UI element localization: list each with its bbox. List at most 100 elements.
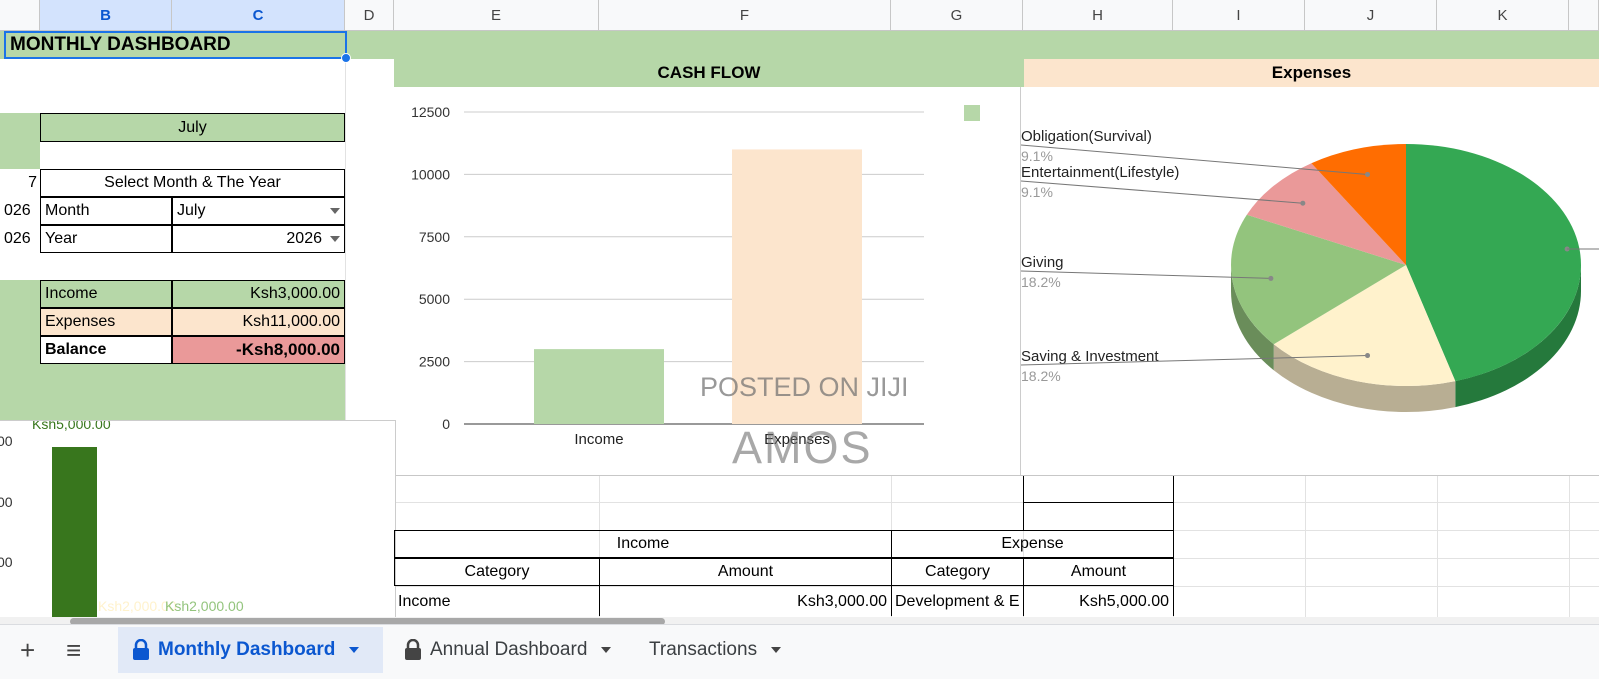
tab-label: Monthly Dashboard [158, 639, 336, 660]
pie-leader-line [1020, 180, 1303, 204]
expense-category-col[interactable]: Category [891, 558, 1024, 586]
income-amount-col[interactable]: Amount [599, 558, 892, 586]
pie-leader-line [1020, 270, 1271, 279]
tab-label: Annual Dashboard [430, 639, 588, 660]
sheet-tab-bar: + ≡ Monthly Dashboard Annual Dashboard T… [0, 624, 1599, 679]
cash-flow-chart-svg: 0 2500 5000 7500 10000 12500 Income Expenses [411, 104, 980, 448]
balance-label[interactable]: Balance [40, 336, 172, 364]
pie-leader-dot [1300, 200, 1306, 206]
income-row-amount[interactable]: Ksh3,000.00 [797, 593, 887, 610]
balance-value[interactable]: -Ksh8,000.00 [172, 336, 345, 364]
pie-slice-entertainment-lifestyle- [1246, 163, 1406, 265]
expenses-label[interactable]: Expenses [40, 308, 172, 336]
column-header-g[interactable]: G [891, 0, 1023, 31]
scrollbar-thumb[interactable] [70, 618, 665, 625]
column-header-h[interactable]: H [1023, 0, 1173, 31]
month-partial[interactable]: 026 [4, 202, 31, 219]
column-header-j[interactable]: J [1305, 0, 1437, 31]
chevron-down-icon [330, 208, 340, 214]
column-header-b[interactable]: B [40, 0, 172, 31]
pie-label: Giving [1021, 254, 1064, 271]
all-sheets-button[interactable]: ≡ [66, 634, 82, 665]
lock-icon [405, 639, 421, 660]
pie-slice-saving-investment [1273, 265, 1456, 386]
tab-annual-dashboard[interactable]: Annual Dashboard [390, 627, 625, 673]
pie-slice-obligation-survival- [1311, 144, 1406, 265]
income-label[interactable]: Income [40, 280, 172, 308]
column-header-k[interactable]: K [1437, 0, 1569, 31]
year-dropdown[interactable]: 2026 [172, 225, 345, 253]
income-row-category[interactable]: Income [398, 593, 451, 610]
chart-frame-bottom [394, 475, 1599, 476]
pie-percent: 9.1% [1021, 184, 1053, 200]
column-header-e[interactable]: E [394, 0, 599, 31]
expenses-pie-chart[interactable]: Obligation(Survival) 9.1% Entertainment(Li… [1020, 87, 1599, 476]
expenses-pie-svg: Obligation(Survival)9.1%Entertainment(Li… [1020, 128, 1599, 412]
y-tick-label: 00 [0, 433, 13, 449]
add-sheet-button[interactable]: + [20, 634, 36, 665]
bar-income [534, 349, 664, 424]
selection-handle[interactable] [341, 53, 351, 63]
y-tick-label: 7500 [419, 229, 450, 245]
pie-slice-development-education [1406, 144, 1581, 382]
bar-first [52, 447, 97, 617]
expenses-title: Expenses [1271, 63, 1352, 82]
table-box-top [1023, 476, 1174, 503]
expense-amount-col[interactable]: Amount [1023, 558, 1174, 586]
bar-data-label: Ksh5,000.00 [32, 421, 111, 432]
chevron-down-icon[interactable] [349, 647, 360, 653]
pie-percent: 18.2% [1021, 274, 1061, 290]
expense-row-amount[interactable]: Ksh5,000.00 [1079, 593, 1169, 610]
expense-row-category[interactable]: Development & E [895, 593, 1020, 610]
expenses-value[interactable]: Ksh11,000.00 [172, 308, 345, 336]
month-dropdown[interactable]: July [172, 197, 345, 225]
column-header-c[interactable]: C [172, 0, 345, 31]
pie-label: Entertainment(Lifestyle) [1021, 164, 1179, 181]
year-partial[interactable]: 026 [4, 230, 31, 247]
income-category-col[interactable]: Category [394, 558, 600, 586]
bar-expenses [732, 149, 862, 424]
month-dropdown-value: July [177, 202, 206, 219]
pie-leader-dot [1268, 275, 1274, 281]
dashboard-title[interactable]: MONTHLY DASHBOARD [4, 31, 347, 59]
chevron-down-icon [330, 236, 340, 242]
y-tick-label: 5000 [419, 291, 450, 307]
select-heading[interactable]: Select Month & The Year [40, 169, 345, 197]
balance-bar-chart[interactable]: 00 00 00 Ksh5,000.00 Ksh2,000.00 Ksh2,000.00 [0, 416, 396, 620]
pie-side-wall [1455, 265, 1581, 408]
cash-flow-chart[interactable]: 0 2500 5000 7500 10000 12500 Income Expenses [394, 87, 1020, 476]
row-number-cell[interactable]: 7 [28, 174, 37, 191]
lock-icon [133, 639, 149, 660]
cash-flow-title: CASH FLOW [657, 63, 761, 82]
pie-side-wall [1231, 265, 1274, 371]
horizontal-scrollbar[interactable] [0, 617, 1599, 625]
cash-flow-header: CASH FLOW [394, 59, 1024, 87]
pie-leader-line [1020, 144, 1368, 175]
month-banner[interactable]: July [40, 113, 345, 142]
month-label: Month [40, 197, 172, 225]
column-header-extra[interactable] [1569, 0, 1599, 31]
pie-leader-dot [1365, 171, 1371, 177]
tab-transactions[interactable]: Transactions [635, 627, 795, 673]
chevron-down-icon[interactable] [601, 647, 612, 653]
pie-label: Obligation(Survival) [1021, 128, 1152, 145]
year-label: Year [40, 225, 172, 253]
row-header-corner[interactable] [0, 0, 40, 31]
y-tick-label: 00 [0, 494, 13, 510]
tab-monthly-dashboard[interactable]: Monthly Dashboard [118, 627, 383, 673]
column-header-i[interactable]: I [1173, 0, 1305, 31]
pie-percent: 9.1% [1021, 148, 1053, 164]
column-header-f[interactable]: F [599, 0, 891, 31]
year-dropdown-value: 2026 [286, 230, 322, 247]
y-tick-label: 0 [442, 416, 450, 432]
bar-data-label: Ksh2,000.00 [98, 598, 177, 614]
pie-leader-dot [1365, 353, 1371, 359]
income-value[interactable]: Ksh3,000.00 [172, 280, 345, 308]
income-table-header[interactable]: Income [394, 530, 892, 558]
pie-percent: 18.2% [1021, 368, 1061, 384]
table-box-mid [1023, 503, 1174, 531]
expense-table-header[interactable]: Expense [891, 530, 1174, 558]
x-tick-label: Income [574, 431, 623, 448]
column-header-d[interactable]: D [345, 0, 394, 31]
chevron-down-icon[interactable] [771, 647, 782, 653]
